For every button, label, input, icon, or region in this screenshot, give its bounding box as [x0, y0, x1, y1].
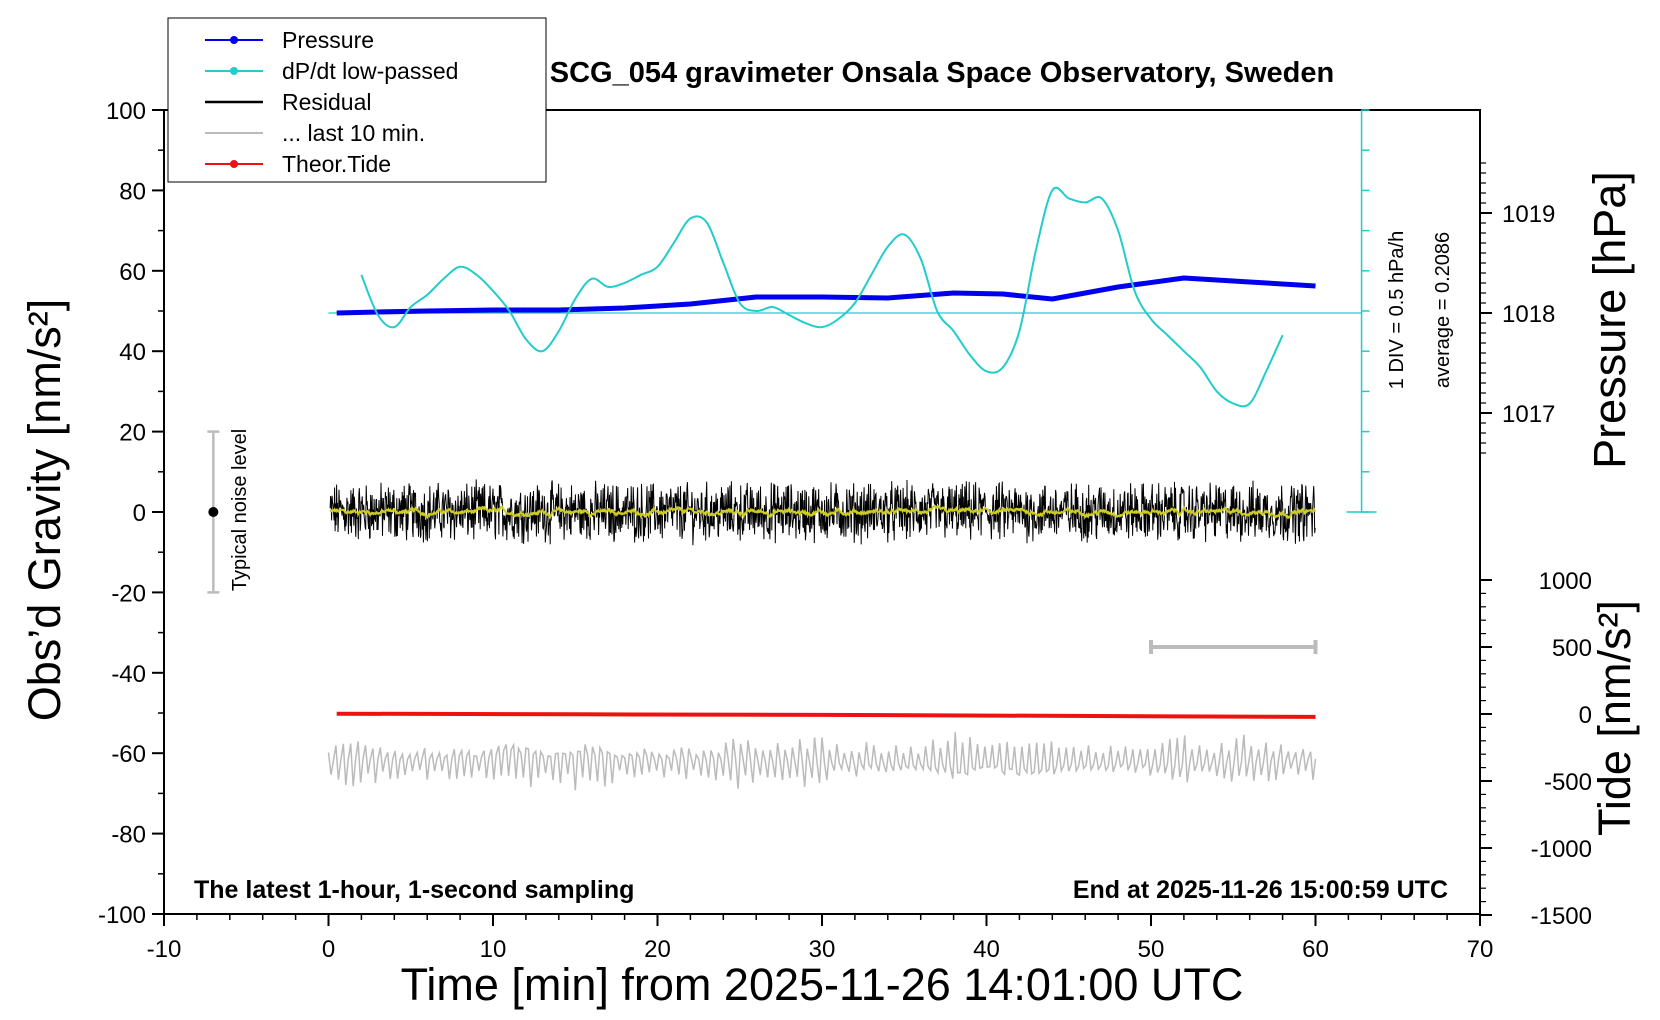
legend-label: ... last 10 min. [282, 120, 425, 146]
series-theor-tide [336, 711, 1316, 719]
x-axis-label: Time [min] from 2025-11-26 14:01:00 UTC [401, 959, 1244, 1010]
y-axis-label-pressure: Pressure [hPa] [1584, 171, 1635, 469]
x-tick-label: 30 [809, 936, 836, 963]
y-tick-label: 40 [119, 339, 146, 366]
pressure-tick-label: 1017 [1502, 401, 1555, 428]
series-ddt-lowpassed [360, 186, 1284, 408]
tide-tick-label: -1000 [1531, 836, 1592, 863]
legend-marker [230, 160, 238, 168]
div-label: 1 DIV = 0.5 hPa/h [1386, 231, 1408, 389]
y-axis-label-gravity: Obs’d Gravity [nm/s²] [19, 299, 70, 722]
series-residual-smoothed [329, 505, 1317, 520]
y-tick-label: 20 [119, 420, 146, 447]
footer-left: The latest 1-hour, 1-second sampling [194, 876, 634, 904]
y-tick-label: -20 [111, 580, 146, 607]
series-last-10-min [327, 732, 1317, 791]
average-label: average = 0.2086 [1432, 232, 1454, 388]
tide-axis-ticks: 1000 500 0 -500 -1000 -1500 [1480, 568, 1592, 930]
series-group [327, 186, 1318, 791]
tide-tick-label: -500 [1544, 769, 1592, 796]
noise-level-indicator [207, 430, 220, 594]
y-axis-ticks: 100 80 60 40 20 0 -20 -40 -60 -80 -100 [98, 98, 164, 929]
legend-label: dP/dt low-passed [282, 58, 458, 84]
y-tick-label: -100 [98, 902, 146, 929]
y-tick-label: -40 [111, 661, 146, 688]
chart-title: SCG_054 gravimeter Onsala Space Observat… [550, 57, 1334, 89]
y-tick-label: -60 [111, 741, 146, 768]
y-tick-label: -80 [111, 822, 146, 849]
pressure-tick-label: 1019 [1502, 201, 1555, 228]
legend: Pressure dP/dt low-passed Residual ... last… [167, 17, 547, 183]
series-pressure [336, 275, 1316, 316]
y-tick-label: 60 [119, 259, 146, 286]
x-tick-label: 50 [1138, 936, 1165, 963]
x-tick-label: -10 [147, 936, 182, 963]
pressure-tick-label: 1018 [1502, 301, 1555, 328]
y-tick-label: 100 [106, 98, 146, 125]
pressure-axis-ticks: 1019 1018 1017 [1480, 162, 1555, 454]
legend-label: Residual [282, 89, 372, 115]
legend-marker [230, 36, 238, 44]
footer-right: End at 2025-11-26 15:00:59 UTC [1073, 876, 1448, 904]
y-tick-label: 0 [133, 500, 146, 527]
tide-tick-label: 500 [1552, 635, 1592, 662]
x-tick-label: 0 [322, 936, 335, 963]
series-residual [329, 479, 1316, 546]
noise-label: Typical noise level [229, 429, 251, 591]
x-tick-label: 10 [480, 936, 507, 963]
legend-marker [230, 67, 238, 75]
y-tick-label: 80 [119, 178, 146, 205]
tide-tick-label: -1500 [1531, 903, 1592, 930]
tide-tick-label: 1000 [1539, 568, 1592, 595]
tide-tick-label: 0 [1579, 702, 1592, 729]
x-axis-ticks: -10 0 10 20 30 40 50 60 70 [147, 914, 1494, 963]
x-tick-label: 70 [1467, 936, 1494, 963]
y-axis-label-tide: Tide [nm/s²] [1589, 600, 1640, 836]
x-tick-label: 20 [644, 936, 671, 963]
legend-label: Pressure [282, 27, 374, 53]
legend-label: Theor.Tide [282, 151, 391, 177]
legend-box [167, 17, 547, 183]
noise-center-dot [208, 507, 219, 517]
x-tick-label: 40 [973, 936, 1000, 963]
x-tick-label: 60 [1302, 936, 1329, 963]
